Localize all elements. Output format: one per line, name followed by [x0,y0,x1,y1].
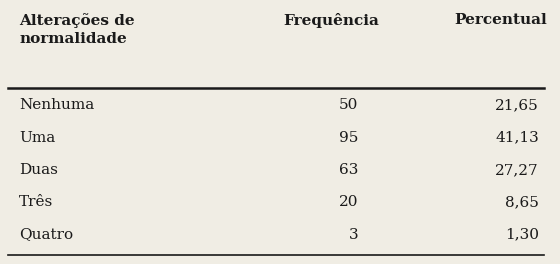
Text: Quatro: Quatro [19,228,73,242]
Text: 95: 95 [339,131,358,145]
Text: 21,65: 21,65 [495,98,539,112]
Text: 20: 20 [339,195,358,209]
Text: 1,30: 1,30 [505,228,539,242]
Text: Três: Três [19,195,53,209]
Text: Frequência: Frequência [283,13,379,28]
Text: 63: 63 [339,163,358,177]
Text: Uma: Uma [19,131,55,145]
Text: 41,13: 41,13 [495,131,539,145]
Text: Duas: Duas [19,163,58,177]
Text: 8,65: 8,65 [505,195,539,209]
Text: Alterações de
normalidade: Alterações de normalidade [19,13,135,46]
Text: Nenhuma: Nenhuma [19,98,95,112]
Text: 3: 3 [349,228,358,242]
Text: 27,27: 27,27 [496,163,539,177]
Text: 50: 50 [339,98,358,112]
Text: Percentual: Percentual [454,13,547,27]
